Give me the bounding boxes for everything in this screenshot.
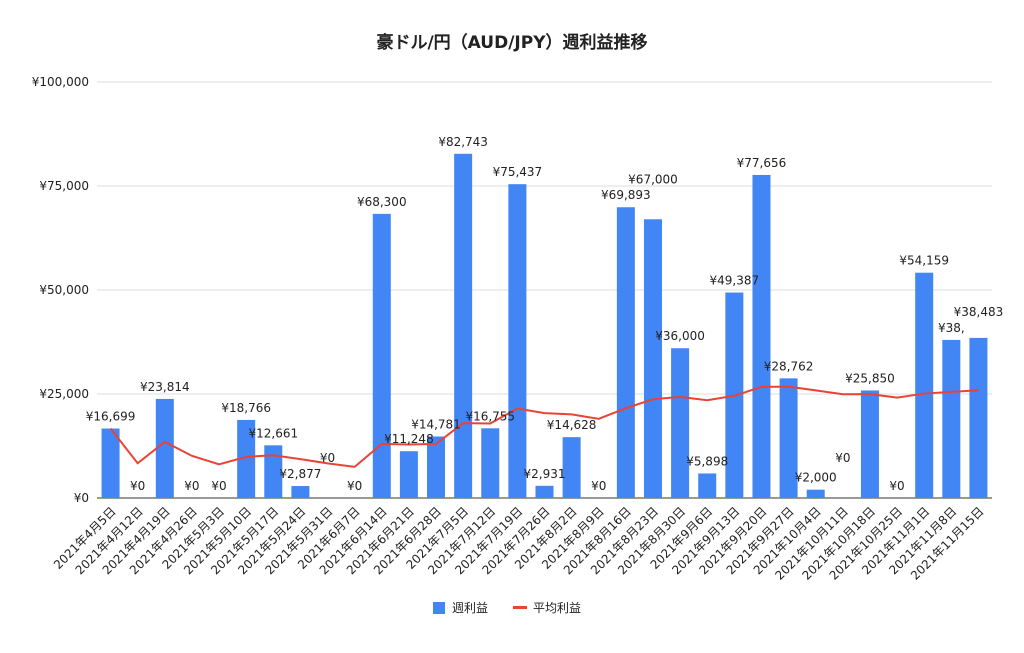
data-label: ¥77,656 — [737, 156, 787, 170]
data-label: ¥0 — [184, 479, 199, 493]
legend: 週利益 平均利益 — [433, 601, 581, 615]
data-label: ¥49,387 — [710, 274, 760, 288]
data-label: ¥38,483 — [954, 305, 1004, 319]
bar — [454, 153, 473, 498]
y-tick-label: ¥75,000 — [39, 179, 89, 193]
data-label: ¥67,000 — [628, 172, 678, 186]
data-label: ¥2,000 — [795, 471, 837, 485]
legend-swatch-line — [513, 606, 527, 609]
bar — [969, 337, 988, 498]
data-label: ¥23,814 — [140, 380, 190, 394]
data-label: ¥68,300 — [357, 195, 407, 209]
chart-title: 豪ドル/円（AUD/JPY）週利益推移 — [376, 32, 647, 53]
bar — [399, 451, 418, 498]
data-label: ¥14,628 — [547, 418, 597, 432]
legend-swatch-bar — [433, 602, 445, 614]
data-label: ¥16,699 — [86, 410, 136, 424]
data-label: ¥38, — [938, 321, 965, 335]
y-tick-label: ¥50,000 — [39, 283, 89, 297]
bar — [779, 378, 798, 498]
data-label: ¥14,781 — [411, 418, 461, 432]
data-label: ¥2,931 — [524, 467, 566, 481]
y-tick-label: ¥25,000 — [39, 387, 89, 401]
data-label: ¥25,850 — [845, 371, 895, 385]
bar — [291, 486, 310, 498]
data-label: ¥2,877 — [279, 467, 321, 481]
bar — [616, 207, 635, 498]
bar — [806, 489, 825, 498]
data-label: ¥0 — [130, 479, 145, 493]
bar — [481, 428, 500, 498]
data-label: ¥0 — [591, 479, 606, 493]
data-label: ¥54,159 — [899, 254, 949, 268]
data-label: ¥28,762 — [764, 359, 814, 373]
bar — [915, 272, 934, 498]
data-label: ¥0 — [211, 479, 226, 493]
bar — [101, 428, 120, 498]
data-label: ¥0 — [889, 479, 904, 493]
bar — [860, 390, 879, 498]
data-label: ¥0 — [835, 451, 850, 465]
bar — [372, 213, 391, 498]
bar — [237, 419, 256, 498]
bar — [427, 436, 446, 498]
data-label: ¥36,000 — [655, 329, 705, 343]
bar — [752, 174, 771, 498]
legend-label-line: 平均利益 — [533, 601, 581, 615]
bar — [671, 348, 690, 498]
bar — [155, 398, 174, 498]
data-label: ¥5,898 — [686, 454, 728, 468]
bar — [535, 485, 554, 498]
y-tick-label: ¥100,000 — [32, 75, 89, 89]
data-label: ¥69,893 — [601, 188, 651, 202]
average-line — [109, 385, 979, 468]
y-tick-label: ¥0 — [74, 491, 89, 505]
bar — [264, 445, 283, 498]
data-label: ¥18,766 — [221, 401, 271, 415]
bar — [508, 184, 527, 499]
bar — [562, 437, 581, 498]
data-label: ¥75,437 — [493, 165, 543, 179]
data-label: ¥0 — [347, 479, 362, 493]
bar — [643, 219, 662, 498]
data-label: ¥11,248 — [384, 432, 434, 446]
data-label: ¥0 — [320, 451, 335, 465]
data-label: ¥82,743 — [438, 135, 488, 149]
data-label: ¥12,661 — [248, 426, 298, 440]
data-label: ¥16,755 — [465, 409, 515, 423]
legend-label-bar: 週利益 — [452, 601, 488, 615]
bar — [698, 473, 717, 498]
bar — [942, 339, 961, 498]
